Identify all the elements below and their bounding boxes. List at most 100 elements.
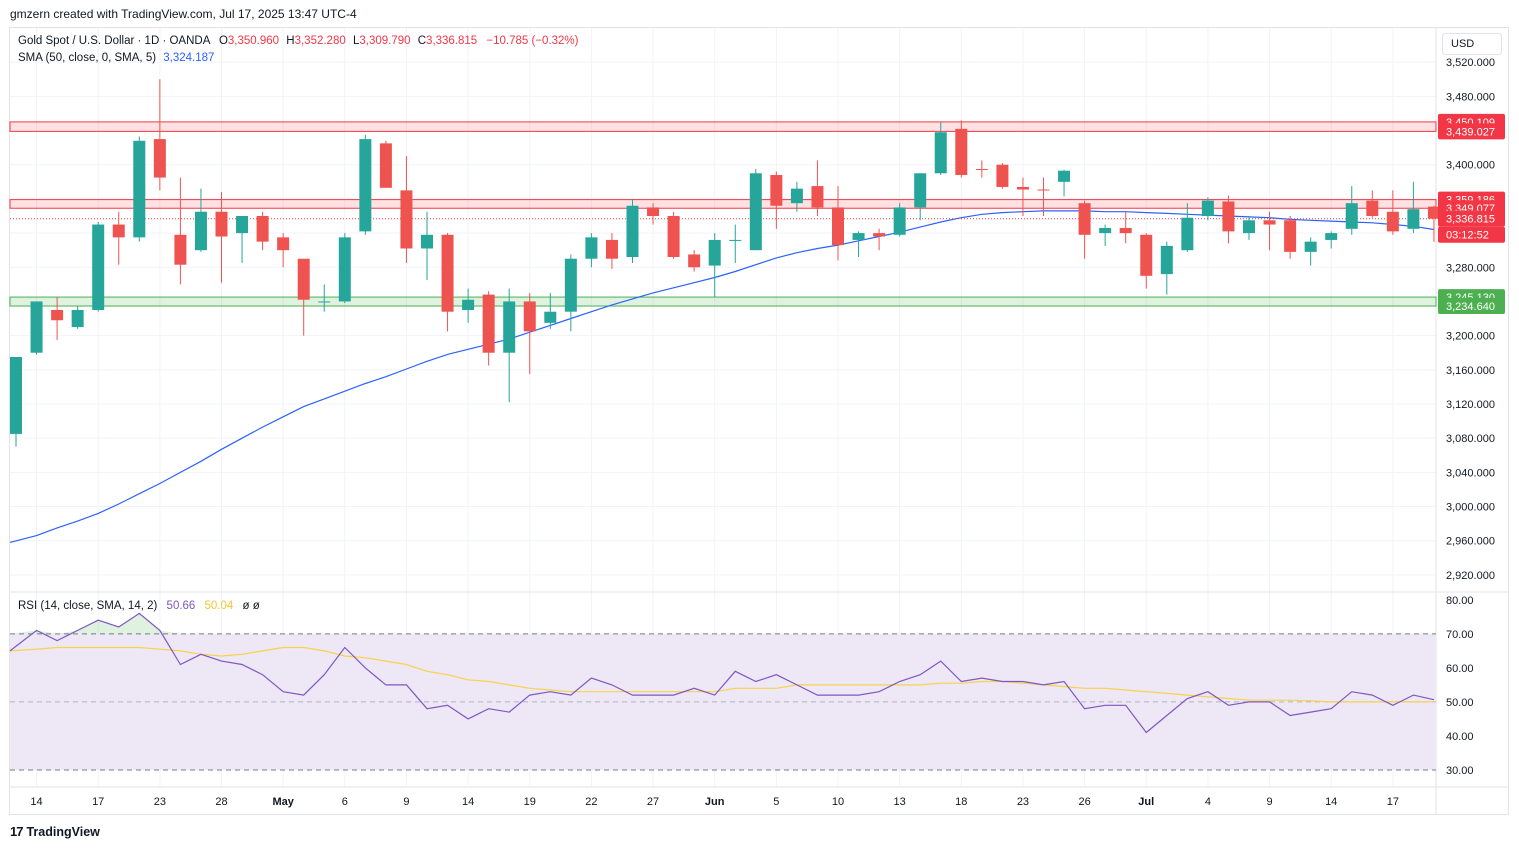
tradingview-logo[interactable]: 17 TradingView bbox=[10, 824, 100, 839]
rsi-tick-label: 30.00 bbox=[1446, 765, 1474, 777]
rsi-tick-label: 50.00 bbox=[1446, 697, 1474, 709]
candle bbox=[10, 357, 22, 447]
candle bbox=[215, 192, 228, 283]
candle bbox=[462, 288, 475, 323]
candle bbox=[1325, 231, 1338, 249]
candle-body bbox=[1243, 220, 1255, 234]
candle bbox=[708, 233, 721, 298]
last-price-tag-bg bbox=[1438, 210, 1505, 227]
open-label: O bbox=[218, 35, 228, 47]
candle-body bbox=[482, 294, 495, 353]
candle-body bbox=[1222, 201, 1235, 232]
rsi-legend[interactable]: RSI (14, close, SMA, 14, 2) 50.66 50.04 … bbox=[18, 600, 260, 612]
price-tick-label: 3,040.000 bbox=[1446, 467, 1495, 479]
candle-body bbox=[379, 143, 392, 188]
candle bbox=[503, 288, 516, 403]
candle-body bbox=[318, 301, 331, 303]
candle bbox=[1407, 181, 1420, 234]
candle-body bbox=[544, 311, 557, 323]
candle-body bbox=[297, 258, 310, 300]
tradingview-logo-icon: 17 bbox=[10, 824, 24, 839]
price-tick-label: 3,280.000 bbox=[1446, 262, 1495, 274]
candle-body bbox=[338, 237, 351, 302]
candle bbox=[544, 292, 557, 329]
price-tick-label: 3,000.000 bbox=[1446, 502, 1495, 514]
support-zone bbox=[9, 296, 1437, 307]
candle-body bbox=[585, 237, 598, 259]
candle bbox=[811, 160, 824, 216]
candle-body bbox=[1386, 211, 1399, 232]
candle-body bbox=[153, 139, 166, 178]
candle bbox=[934, 122, 947, 175]
candle bbox=[400, 156, 413, 263]
price-tick-label: 3,160.000 bbox=[1446, 365, 1495, 377]
rsi-value: 50.66 bbox=[166, 600, 196, 612]
symbol-legend[interactable]: Gold Spot / U.S. Dollar · 1D · OANDA O3,… bbox=[18, 35, 579, 47]
candle bbox=[564, 254, 577, 332]
price-tick-label: 3,400.000 bbox=[1446, 160, 1495, 172]
candle bbox=[277, 233, 290, 268]
close-label: C bbox=[417, 35, 427, 47]
candle bbox=[1263, 211, 1276, 251]
candle-body bbox=[194, 211, 207, 251]
candle bbox=[1284, 216, 1297, 259]
price-tick-label: 2,920.000 bbox=[1446, 570, 1495, 582]
candle bbox=[914, 173, 927, 221]
candle-body bbox=[71, 310, 84, 328]
rsi-tick-label: 60.00 bbox=[1446, 663, 1474, 675]
candle-body bbox=[1140, 234, 1153, 276]
change-value: −10.785 (−0.32%) bbox=[486, 35, 579, 47]
time-tick-label: 9 bbox=[403, 796, 409, 808]
time-tick-label: 23 bbox=[1017, 796, 1029, 808]
candle-body bbox=[1099, 227, 1112, 234]
candle-body bbox=[1284, 220, 1297, 252]
candle-body bbox=[523, 301, 536, 332]
candle bbox=[790, 181, 803, 212]
candle-body bbox=[462, 299, 475, 310]
candle bbox=[71, 305, 84, 329]
candle bbox=[893, 203, 906, 237]
tradingview-logo-text: TradingView bbox=[26, 824, 100, 839]
price-tick-label: 3,520.000 bbox=[1446, 57, 1495, 69]
time-tick-label: 14 bbox=[30, 796, 42, 808]
candle-body bbox=[729, 239, 742, 241]
chart-credit: gmzern created with TradingView.com, Jul… bbox=[10, 7, 357, 21]
candle-body bbox=[955, 128, 968, 175]
candle bbox=[688, 250, 701, 272]
sma-value: 3,324.187 bbox=[163, 52, 215, 64]
currency-selector[interactable]: USD bbox=[1442, 33, 1502, 55]
time-tick-label: 27 bbox=[647, 796, 659, 808]
close-value: 3,336.815 bbox=[426, 35, 478, 47]
countdown-tag-bg bbox=[1438, 226, 1505, 243]
candle bbox=[873, 228, 886, 251]
candle bbox=[482, 291, 495, 366]
rsi-tick-label: 40.00 bbox=[1446, 731, 1474, 743]
time-tick-label: 18 bbox=[955, 796, 967, 808]
candle-body bbox=[10, 357, 22, 434]
zone-bottom-tag: 3,234.640 bbox=[1446, 301, 1495, 313]
candle-body bbox=[749, 173, 762, 251]
time-tick-label: 5 bbox=[773, 796, 779, 808]
candle-body bbox=[256, 216, 269, 242]
sma-legend[interactable]: SMA (50, close, 0, SMA, 5) 3,324.187 bbox=[18, 52, 214, 64]
candle-body bbox=[92, 224, 105, 310]
candle-body bbox=[770, 174, 783, 206]
candle bbox=[1140, 233, 1153, 289]
candle bbox=[1222, 195, 1235, 244]
candle-body bbox=[626, 205, 639, 258]
candle-body bbox=[1325, 233, 1338, 240]
candle-body bbox=[564, 258, 577, 312]
rsi-tick-label: 80.00 bbox=[1446, 595, 1474, 607]
candle bbox=[1058, 169, 1071, 197]
candle bbox=[955, 120, 968, 178]
candle bbox=[605, 233, 618, 269]
candle bbox=[194, 188, 207, 252]
candle-body bbox=[647, 207, 660, 216]
time-tick-label: 4 bbox=[1205, 796, 1211, 808]
rsi-tick-label: 70.00 bbox=[1446, 629, 1474, 641]
candle bbox=[153, 79, 166, 191]
price-tick-label: 2,960.000 bbox=[1446, 536, 1495, 548]
candle-body bbox=[873, 233, 886, 237]
candle-body bbox=[1119, 227, 1132, 234]
